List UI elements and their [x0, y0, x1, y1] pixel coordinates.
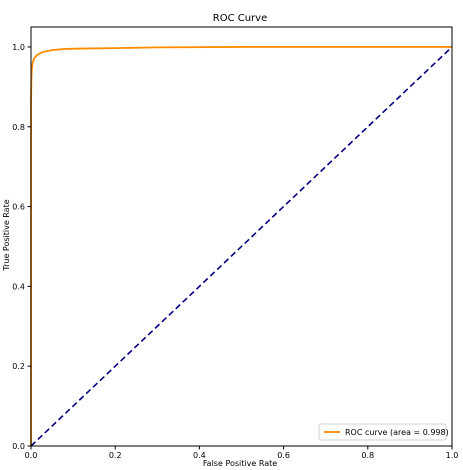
plot-frame — [30, 26, 453, 447]
y-tick-label: 0.0 — [12, 442, 25, 451]
x-axis-label: False Positive Rate — [203, 459, 277, 468]
y-tick-label: 0.8 — [12, 123, 25, 132]
y-tick-label: 0.2 — [12, 362, 25, 371]
y-axis-label: True Positive Rate — [2, 199, 11, 271]
y-tick-label: 1.0 — [12, 43, 25, 52]
x-tick-label: 0.8 — [361, 451, 374, 460]
plot-area — [30, 46, 453, 447]
axes: 0.0 0.2 0.4 0.6 0.8 1.0 0.0 0.2 0.4 0.6 0.8 1.0 — [12, 26, 459, 460]
x-tick-label: 0.0 — [25, 451, 38, 460]
x-tick-label: 0.6 — [277, 451, 290, 460]
legend-label: ROC curve (area = 0.998) — [345, 428, 449, 437]
chance-diagonal-line — [30, 46, 453, 447]
legend: ROC curve (area = 0.998) — [318, 423, 449, 441]
roc-curve-line — [30, 46, 452, 446]
x-tick-label: 1.0 — [446, 451, 459, 460]
legend-box — [318, 423, 447, 441]
y-tick-label: 0.6 — [12, 203, 25, 212]
y-tick-label: 0.4 — [12, 282, 25, 291]
chart-title: ROC Curve — [213, 13, 267, 24]
x-tick-label: 0.2 — [109, 451, 122, 460]
x-tick-label: 0.4 — [193, 451, 206, 460]
